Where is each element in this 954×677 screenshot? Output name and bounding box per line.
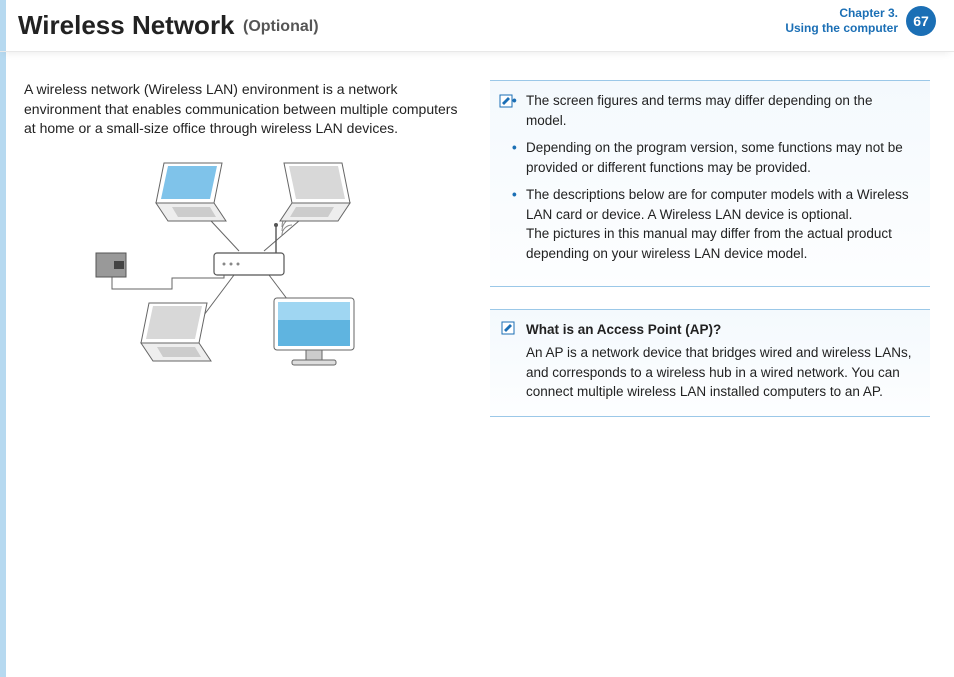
right-column: • The screen figures and terms may diffe…: [490, 80, 930, 417]
note-text-extra: The pictures in this manual may differ f…: [526, 226, 892, 261]
chapter-line-1: Chapter 3.: [785, 6, 898, 21]
chapter-line-2: Using the computer: [785, 21, 898, 36]
bullet-icon: •: [512, 185, 517, 205]
intro-paragraph: A wireless network (Wireless LAN) enviro…: [24, 80, 464, 139]
content-area: A wireless network (Wireless LAN) enviro…: [0, 52, 954, 417]
laptop-icon-tr: [280, 163, 350, 221]
laptop-icon-tl: [156, 163, 226, 221]
page-subtitle: (Optional): [243, 18, 319, 35]
bullet-icon: •: [512, 138, 517, 158]
ap-title: What is an Access Point (AP)?: [504, 320, 916, 340]
wlan-diagram-svg: [84, 153, 404, 393]
laptop-icon-bl: [141, 303, 211, 361]
ap-info-box: What is an Access Point (AP)? An AP is a…: [490, 309, 930, 417]
page-header: Wireless Network (Optional) Chapter 3. U…: [0, 0, 954, 52]
notes-list: • The screen figures and terms may diffe…: [504, 91, 916, 264]
chapter-text: Chapter 3. Using the computer: [785, 6, 898, 36]
notes-box: • The screen figures and terms may diffe…: [490, 80, 930, 287]
wall-outlet-icon: [96, 253, 126, 277]
side-accent-bar: [0, 0, 6, 677]
note-item: • Depending on the program version, some…: [526, 138, 916, 177]
note-text: The screen figures and terms may differ …: [526, 93, 872, 128]
note-text: The descriptions below are for computer …: [526, 187, 909, 222]
ap-body: An AP is a network device that bridges w…: [504, 343, 916, 402]
network-diagram: [24, 153, 464, 393]
left-column: A wireless network (Wireless LAN) enviro…: [24, 80, 464, 417]
note-text: Depending on the program version, some f…: [526, 140, 903, 175]
monitor-icon-br: [274, 298, 354, 365]
bullet-icon: •: [512, 91, 517, 111]
chapter-block: Chapter 3. Using the computer 67: [785, 6, 936, 36]
page-number-badge: 67: [906, 6, 936, 36]
note-item: • The screen figures and terms may diffe…: [526, 91, 916, 130]
page-title: Wireless Network: [18, 10, 235, 40]
note-icon: [500, 320, 516, 336]
note-item: • The descriptions below are for compute…: [526, 185, 916, 263]
